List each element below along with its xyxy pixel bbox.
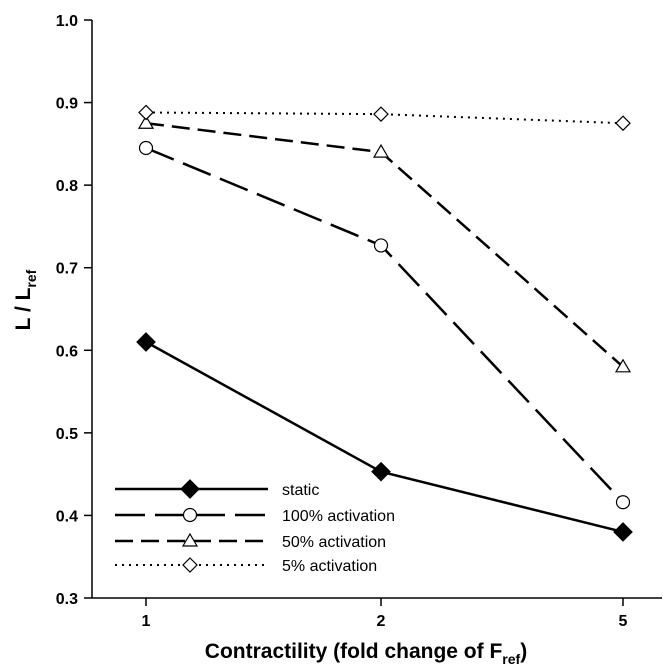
series-line — [145, 146, 624, 504]
legend-marker — [180, 479, 200, 499]
series-2 — [138, 140, 631, 510]
data-point — [615, 115, 631, 132]
series-1 — [136, 332, 633, 542]
legend: static 100% activation 50% activation 5% ac… — [115, 479, 395, 575]
axes: 0.3 0.4 0.5 0.6 0.7 0.8 0.9 1.0 1 2 5 — [56, 13, 662, 630]
x-axis-title: Contractility (fold change of Fref) — [205, 640, 527, 667]
data-point — [373, 238, 389, 253]
y-tick-label: 1.0 — [56, 13, 78, 30]
legend-marker — [181, 532, 199, 547]
data-point — [613, 522, 633, 542]
legend-marker — [182, 557, 198, 573]
series-layer — [136, 104, 633, 542]
y-axis-title-sub: ref — [23, 269, 39, 287]
x-tick-label: 1 — [142, 613, 151, 630]
x-axis-title-main: Contractility (fold change of F — [205, 640, 503, 663]
x-tick-label: 5 — [619, 613, 628, 630]
series-4 — [138, 104, 631, 132]
legend-label: 5% activation — [282, 558, 377, 575]
legend-marker — [182, 507, 198, 523]
data-point — [136, 332, 156, 352]
y-axis-title: L / Lref — [12, 269, 39, 330]
y-tick-label: 0.8 — [56, 178, 78, 195]
data-point — [138, 104, 154, 121]
y-tick-label: 0.9 — [56, 96, 78, 113]
y-tick-label: 0.7 — [56, 261, 78, 278]
y-axis-title-main: L / L — [12, 287, 35, 330]
x-tick-label: 2 — [377, 613, 386, 630]
y-tick-label: 0.6 — [56, 343, 78, 360]
data-point — [373, 106, 389, 122]
data-point — [371, 461, 391, 482]
legend-label: static — [282, 482, 319, 499]
series-line — [145, 340, 624, 534]
x-axis-title-tail: ) — [520, 640, 527, 663]
data-point — [138, 140, 154, 156]
y-tick-label: 0.3 — [56, 591, 78, 608]
data-point — [614, 358, 632, 373]
x-axis-title-sub: ref — [502, 651, 520, 667]
y-tick-label: 0.5 — [56, 426, 78, 443]
data-point — [137, 115, 155, 129]
legend-label: 50% activation — [282, 534, 386, 551]
series-line — [145, 111, 624, 125]
data-point — [372, 143, 390, 158]
data-point — [615, 495, 631, 510]
y-tick-label: 0.4 — [56, 508, 78, 525]
legend-label: 100% activation — [282, 508, 395, 525]
series-3 — [137, 115, 632, 373]
